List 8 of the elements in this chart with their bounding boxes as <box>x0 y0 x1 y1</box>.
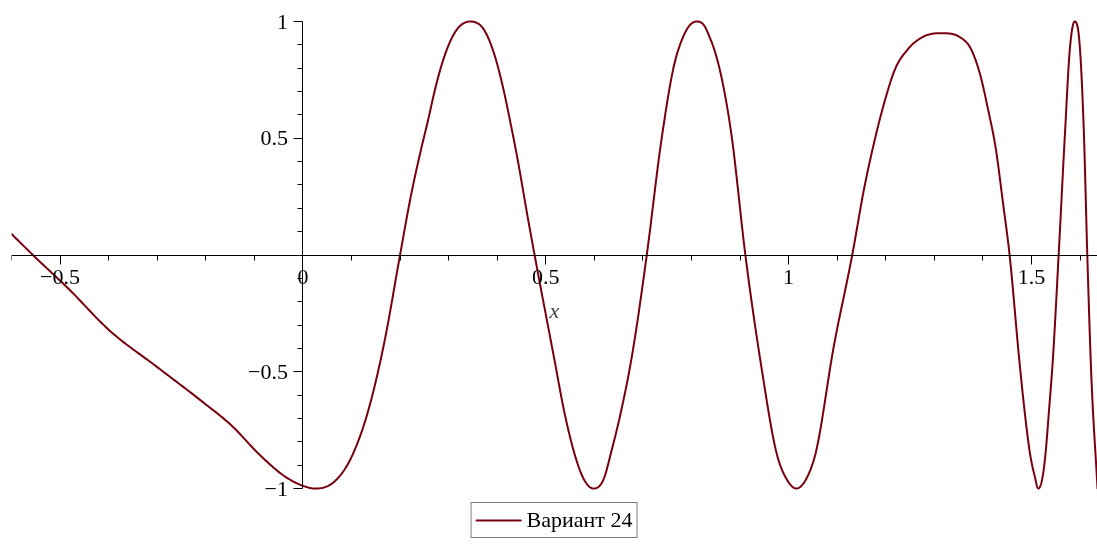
y-tick-label: −1 <box>264 475 288 501</box>
x-axis-title: x <box>548 297 560 323</box>
y-tick-label: −0.5 <box>248 358 288 384</box>
legend-label: Вариант 24 <box>526 507 633 533</box>
x-tick-label: 1 <box>783 264 795 289</box>
x-tick-label: 1.5 <box>1017 264 1046 289</box>
y-tick-label: 0.5 <box>260 125 288 151</box>
y-tick-label: 1 <box>276 8 288 34</box>
